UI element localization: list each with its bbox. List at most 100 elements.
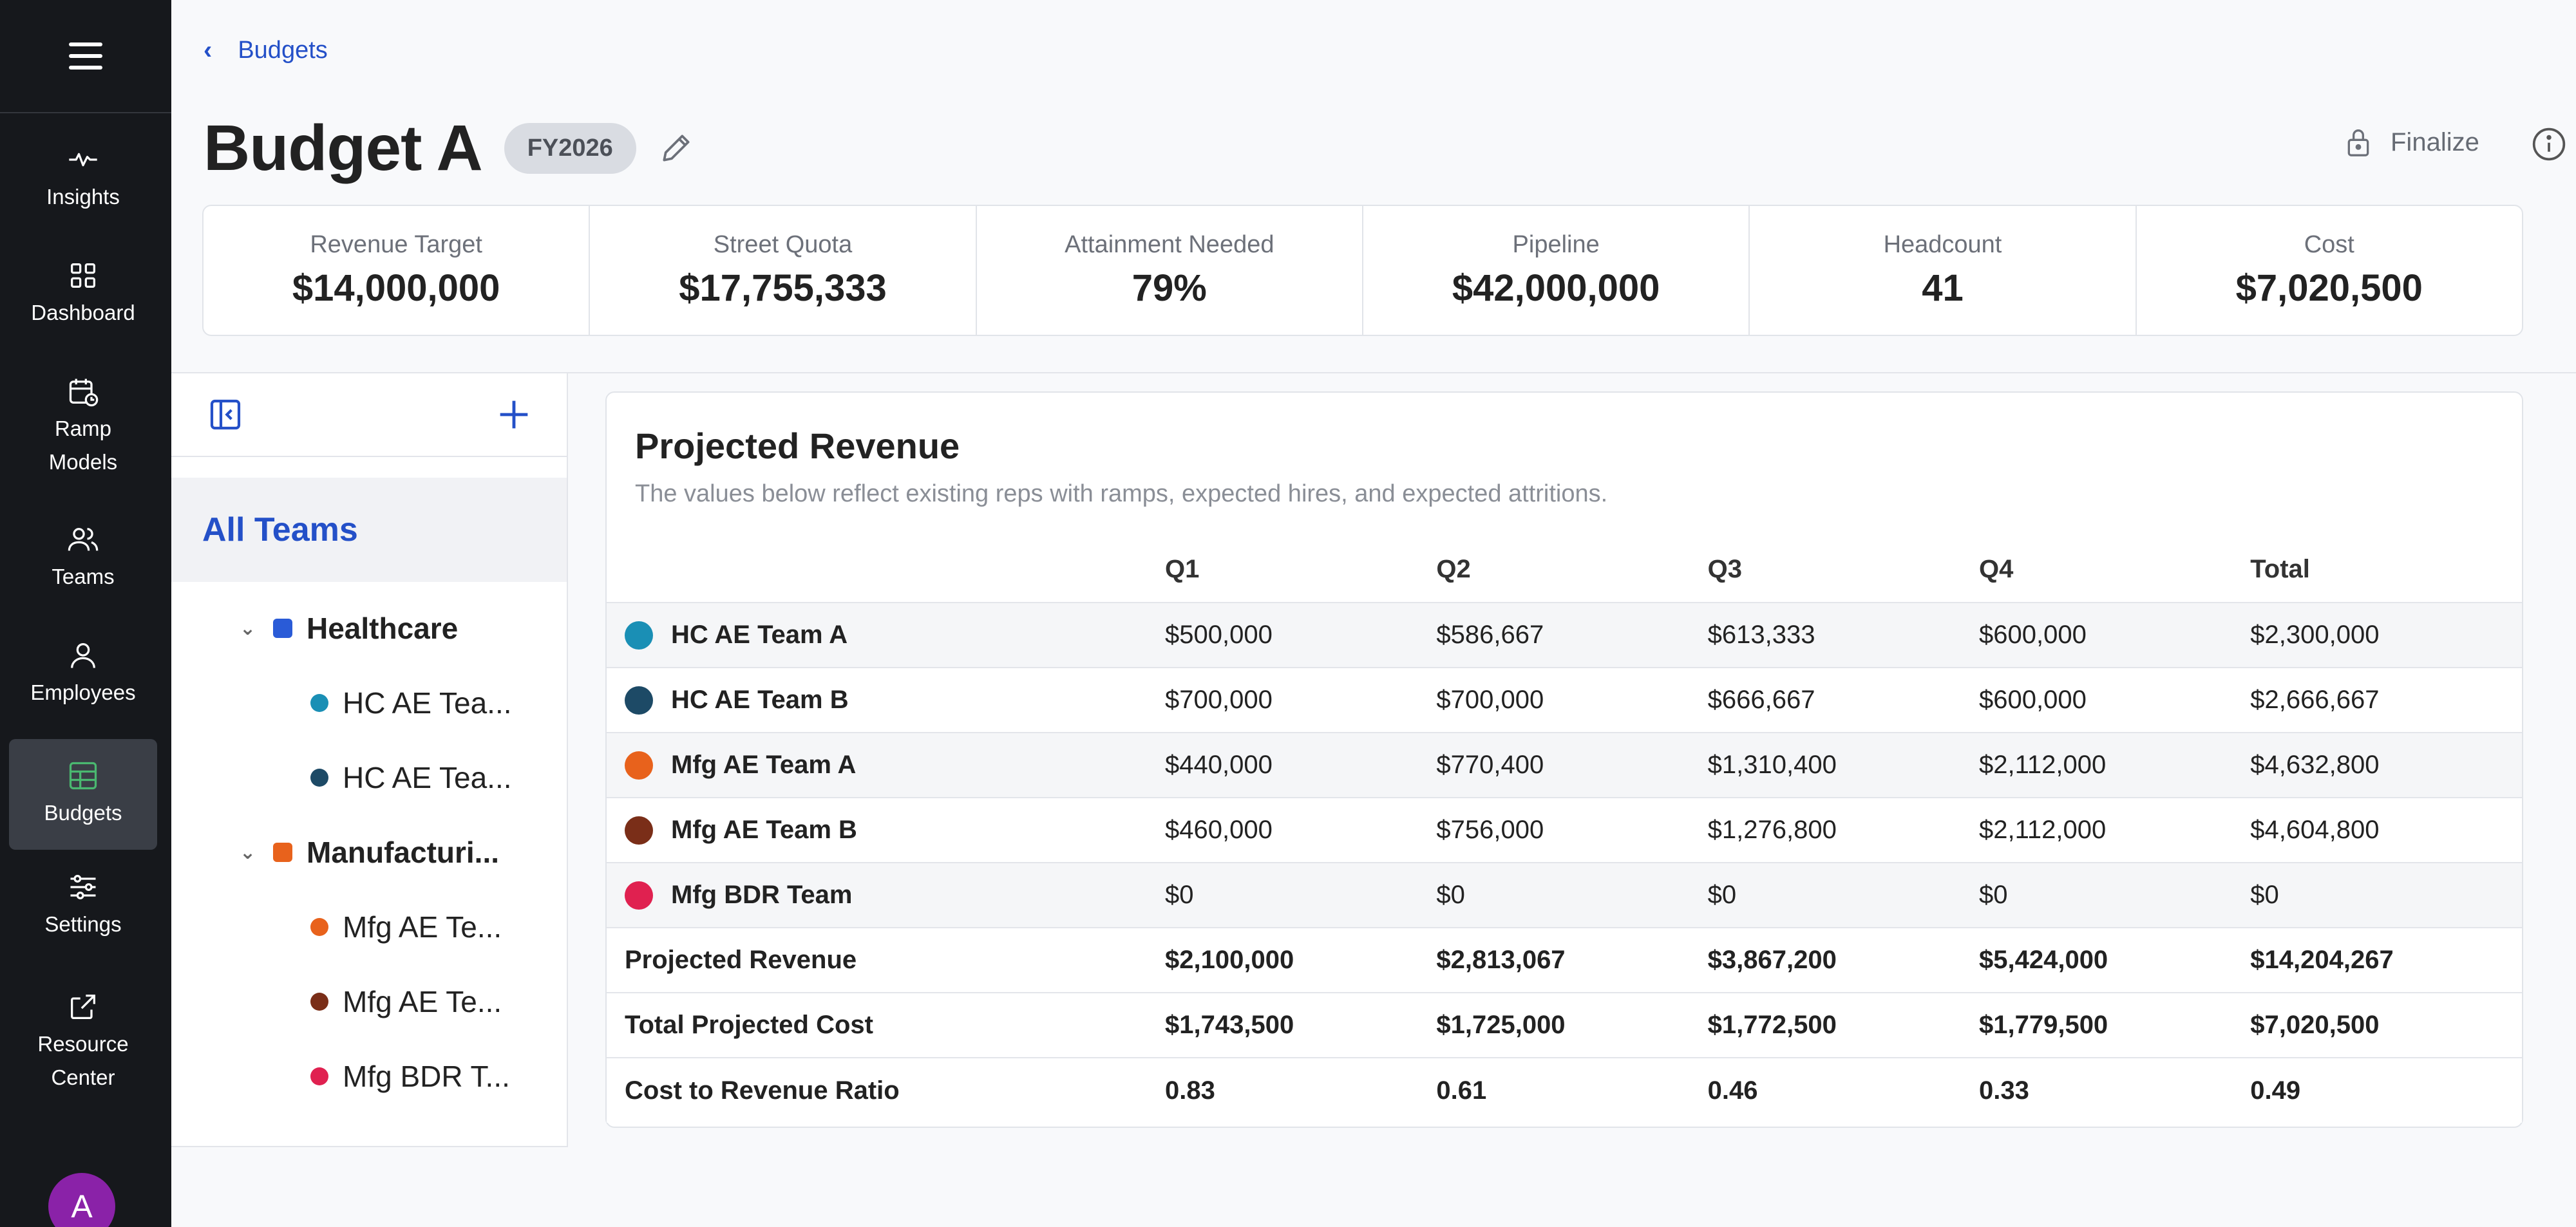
team-color-dot (310, 694, 328, 712)
team-color-dot (310, 769, 328, 787)
table-cell: $460,000 (1165, 797, 1437, 863)
tree-item-team[interactable]: HC AE Tea... (310, 752, 512, 803)
team-color-dot (625, 881, 653, 910)
table-row[interactable]: Mfg AE Team B $460,000 $756,000 $1,276,8… (607, 797, 2522, 863)
stat-value: $7,020,500 (2235, 267, 2423, 309)
table-cell: $666,667 (1707, 667, 1979, 733)
tree-group-manufacturing[interactable]: ⌄ Manufacturi... (240, 827, 499, 878)
calendar-clock-icon (69, 379, 99, 407)
tree-group-label: Manufacturi... (307, 836, 500, 869)
total-row-label: Cost to Revenue Ratio (607, 1057, 1166, 1123)
team-name-cell: Mfg BDR Team (625, 881, 1165, 910)
sidebar-item-teams[interactable]: Teams (9, 523, 157, 594)
table-cell: $2,813,067 (1436, 927, 1708, 993)
sidebar-item-insights[interactable]: Insights (9, 143, 157, 214)
tree-item-team[interactable]: HC AE Tea... (310, 677, 512, 729)
table-row[interactable]: Mfg AE Team A $440,000 $770,400 $1,310,4… (607, 732, 2522, 798)
team-color-dot (625, 621, 653, 650)
team-name: Mfg AE Team B (671, 816, 857, 844)
stat-value: $14,000,000 (292, 267, 500, 309)
table-cell: $4,604,800 (2250, 797, 2522, 863)
tree-item-team[interactable]: Mfg AE Te... (310, 901, 502, 953)
chevron-left-icon: ‹ (204, 36, 213, 64)
table-cell: $600,000 (1978, 602, 2251, 668)
team-name: Mfg AE Team A (671, 751, 857, 779)
stat-value: 41 (1922, 267, 1964, 309)
table-cell: $613,333 (1707, 602, 1979, 668)
stat-value: $17,755,333 (679, 267, 887, 309)
stat-cost: Cost $7,020,500 (2137, 206, 2522, 335)
chevron-down-icon[interactable]: ⌄ (240, 617, 256, 639)
breadcrumb-link[interactable]: Budgets (238, 37, 328, 64)
menu-button[interactable] (0, 0, 171, 113)
sidebar-item-resource-center[interactable]: Resource Center (9, 990, 157, 1094)
table-cell: 0.33 (1978, 1057, 2251, 1123)
table-cell: $700,000 (1165, 667, 1437, 733)
chevron-down-icon[interactable]: ⌄ (240, 841, 256, 863)
table-cell: $440,000 (1165, 732, 1437, 798)
team-color-dot (625, 751, 653, 780)
sidebar-item-label: Ramp Models (48, 417, 118, 474)
stat-label: Pipeline (1512, 231, 1600, 258)
table-cell: $7,020,500 (2250, 992, 2522, 1058)
column-header: Q3 (1707, 555, 1743, 583)
title-row: Budget A FY2026 (204, 109, 694, 187)
column-header (607, 537, 1165, 603)
sidebar-item-employees[interactable]: Employees (9, 639, 157, 709)
add-team-icon[interactable] (493, 394, 535, 435)
team-name-cell: HC AE Team A (625, 621, 1165, 650)
sliders-icon (70, 875, 96, 899)
sidebar-item-label: Insights (46, 185, 120, 209)
stat-revenue-target: Revenue Target $14,000,000 (204, 206, 591, 335)
pencil-icon[interactable] (658, 130, 694, 166)
external-link-icon (71, 995, 95, 1019)
tree-item-team[interactable]: Mfg BDR T... (310, 1051, 510, 1102)
table-cell: $1,772,500 (1707, 992, 1979, 1058)
finalize-label: Finalize (2391, 127, 2479, 156)
sidebar-item-settings[interactable]: Settings (9, 870, 157, 941)
sidebar-item-dashboard[interactable]: Dashboard (9, 259, 157, 330)
column-header: Q4 (1978, 555, 2014, 583)
divider (171, 372, 2576, 373)
tree-item-team[interactable]: Mfg AE Te... (310, 976, 502, 1027)
breadcrumb[interactable]: ‹ Budgets (204, 36, 328, 65)
collapse-panel-icon[interactable] (207, 397, 243, 433)
finalize-button[interactable]: Finalize (2344, 126, 2479, 158)
team-name: HC AE Team B (671, 686, 849, 714)
table-icon (69, 762, 97, 790)
table-row[interactable]: HC AE Team B $700,000 $700,000 $666,667 … (607, 667, 2522, 733)
team-name: Mfg BDR Team (671, 881, 853, 909)
tree-group-label: Healthcare (307, 612, 459, 645)
sidebar: Insights Dashboard Ramp Models Teams Emp… (0, 0, 171, 1227)
table-cell: $2,100,000 (1165, 927, 1437, 993)
team-color-swatch (273, 843, 292, 862)
avatar[interactable]: A (48, 1173, 115, 1227)
info-icon[interactable] (2531, 126, 2567, 162)
tree-item-label: HC AE Tea... (343, 761, 512, 794)
table-cell: $0 (1165, 862, 1437, 928)
total-row: Total Projected Cost $1,743,500 $1,725,0… (607, 992, 2522, 1058)
sidebar-item-budgets[interactable]: Budgets (9, 739, 157, 850)
total-row: Projected Revenue $2,100,000 $2,813,067 … (607, 927, 2522, 993)
team-color-dot (625, 686, 653, 715)
stat-value: $42,000,000 (1452, 267, 1660, 309)
tree-item-all-teams[interactable]: All Teams (171, 478, 567, 582)
user-icon (71, 643, 95, 668)
projected-revenue-table: Q1 Q2 Q3 Q4 Total HC AE Team A $500,000 … (607, 537, 2522, 1123)
fiscal-year-badge: FY2026 (504, 122, 636, 174)
table-cell: 0.46 (1707, 1057, 1979, 1123)
card-subtitle: The values below reflect existing reps w… (635, 480, 1608, 507)
table-cell: $2,300,000 (2250, 602, 2522, 668)
team-name: HC AE Team A (671, 621, 848, 649)
card-title: Projected Revenue (635, 426, 960, 466)
tree-item-label: Mfg AE Te... (343, 985, 502, 1018)
sidebar-item-ramp-models[interactable]: Ramp Models (9, 375, 157, 479)
tree-group-healthcare[interactable]: ⌄ Healthcare (240, 603, 458, 654)
page-title: Budget A (204, 111, 483, 184)
table-row[interactable]: Mfg BDR Team $0 $0 $0 $0 $0 (607, 862, 2522, 928)
team-color-dot (625, 816, 653, 845)
table-cell: $3,867,200 (1707, 927, 1979, 993)
table-row[interactable]: HC AE Team A $500,000 $586,667 $613,333 … (607, 602, 2522, 668)
team-name-cell: Mfg AE Team B (625, 816, 1165, 845)
team-color-dot (310, 1067, 328, 1085)
